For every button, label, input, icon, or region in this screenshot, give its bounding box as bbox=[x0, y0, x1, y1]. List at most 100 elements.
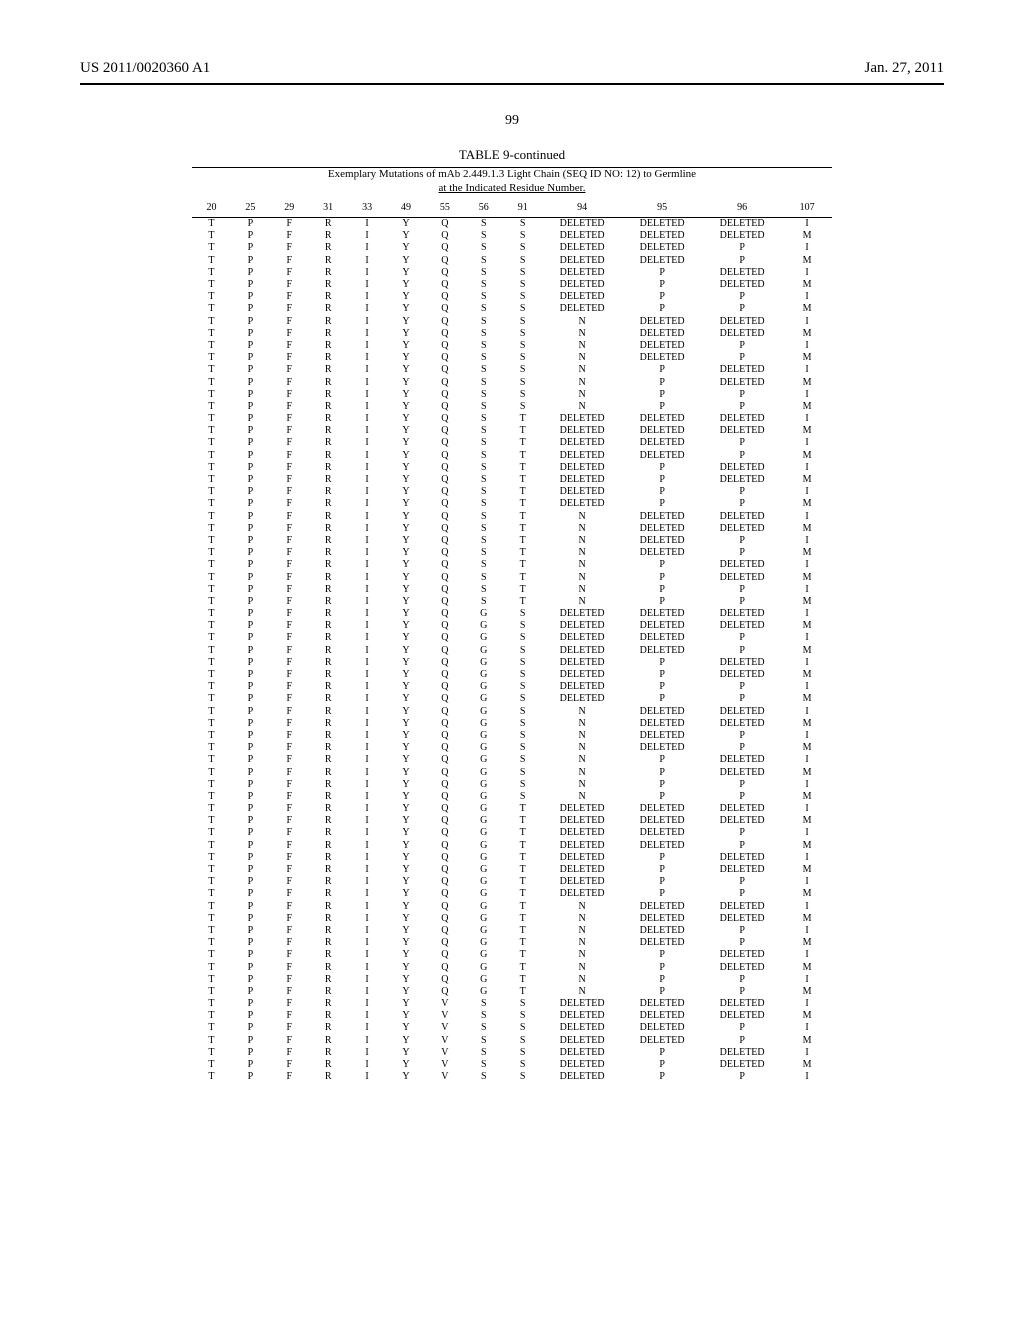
table-cell: F bbox=[270, 571, 309, 583]
table-cell: DELETED bbox=[622, 217, 702, 230]
table-cell: I bbox=[348, 754, 387, 766]
table-cell: N bbox=[542, 352, 622, 364]
table-cell: DELETED bbox=[622, 449, 702, 461]
table-cell: S bbox=[503, 400, 542, 412]
table-cell: I bbox=[348, 266, 387, 278]
table-cell: T bbox=[192, 547, 231, 559]
table-cell: I bbox=[348, 413, 387, 425]
table-cell: F bbox=[270, 437, 309, 449]
col-header: 29 bbox=[270, 198, 309, 218]
table-cell: DELETED bbox=[622, 1022, 702, 1034]
table-cell: P bbox=[231, 242, 270, 254]
table-cell: S bbox=[503, 303, 542, 315]
table-cell: DELETED bbox=[622, 522, 702, 534]
table-cell: M bbox=[782, 473, 832, 485]
table-cell: T bbox=[192, 912, 231, 924]
table-cell: I bbox=[348, 1034, 387, 1046]
table-cell: T bbox=[192, 595, 231, 607]
table-cell: T bbox=[503, 912, 542, 924]
table-cell: DELETED bbox=[622, 1034, 702, 1046]
table-cell: R bbox=[309, 839, 348, 851]
table-cell: Y bbox=[387, 863, 426, 875]
table-row: TPFRIYQSSNDELETEDPM bbox=[192, 352, 832, 364]
table-cell: T bbox=[192, 583, 231, 595]
table-cell: P bbox=[231, 900, 270, 912]
table-cell: R bbox=[309, 766, 348, 778]
col-header: 56 bbox=[464, 198, 503, 218]
table-row: TPFRIYQSSDELETEDPPM bbox=[192, 303, 832, 315]
table-cell: S bbox=[503, 729, 542, 741]
table-cell: Y bbox=[387, 1010, 426, 1022]
table-cell: G bbox=[464, 717, 503, 729]
table-cell: DELETED bbox=[542, 486, 622, 498]
table-cell: I bbox=[782, 339, 832, 351]
table-cell: I bbox=[348, 1058, 387, 1070]
table-cell: F bbox=[270, 327, 309, 339]
table-row: TPFRIYQGSDELETEDDELETEDDELETEDI bbox=[192, 608, 832, 620]
table-cell: DELETED bbox=[542, 863, 622, 875]
table-cell: T bbox=[192, 278, 231, 290]
table-row: TPFRIYQSTNPPI bbox=[192, 583, 832, 595]
table-cell: DELETED bbox=[542, 1071, 622, 1083]
table-cell: S bbox=[464, 400, 503, 412]
table-cell: DELETED bbox=[622, 608, 702, 620]
table-cell: I bbox=[348, 339, 387, 351]
table-cell: S bbox=[464, 230, 503, 242]
table-row: TPFRIYVSSDELETEDDELETEDPI bbox=[192, 1022, 832, 1034]
table-cell: I bbox=[348, 254, 387, 266]
table-cell: T bbox=[503, 547, 542, 559]
table-cell: DELETED bbox=[702, 754, 782, 766]
table-cell: P bbox=[622, 863, 702, 875]
table-row: TPFRIYQGSNDELETEDDELETEDM bbox=[192, 717, 832, 729]
doc-number: US 2011/0020360 A1 bbox=[80, 60, 210, 77]
data-table: Exemplary Mutations of mAb 2.449.1.3 Lig… bbox=[192, 167, 832, 1083]
table-cell: I bbox=[782, 681, 832, 693]
table-cell: N bbox=[542, 900, 622, 912]
header-rule bbox=[80, 83, 944, 85]
table-cell: P bbox=[622, 949, 702, 961]
table-cell: DELETED bbox=[542, 303, 622, 315]
table-cell: T bbox=[192, 644, 231, 656]
table-cell: F bbox=[270, 876, 309, 888]
table-cell: N bbox=[542, 973, 622, 985]
table-cell: M bbox=[782, 717, 832, 729]
table-cell: T bbox=[192, 486, 231, 498]
table-cell: S bbox=[464, 364, 503, 376]
table-cell: Q bbox=[425, 303, 464, 315]
table-row: TPFRIYVSSDELETEDDELETEDPM bbox=[192, 1034, 832, 1046]
table-cell: I bbox=[348, 876, 387, 888]
table-row: TPFRIYQSSDELETEDPDELETEDM bbox=[192, 278, 832, 290]
table-cell: Q bbox=[425, 522, 464, 534]
table-cell: G bbox=[464, 766, 503, 778]
table-row: TPFRIYQSSDELETEDDELETEDDELETEDI bbox=[192, 217, 832, 230]
table-cell: Y bbox=[387, 1071, 426, 1083]
table-cell: N bbox=[542, 754, 622, 766]
table-cell: DELETED bbox=[542, 461, 622, 473]
table-cell: I bbox=[782, 364, 832, 376]
table-cell: DELETED bbox=[622, 924, 702, 936]
table-cell: F bbox=[270, 400, 309, 412]
table-cell: Q bbox=[425, 583, 464, 595]
table-row: TPFRIYQGSNDELETEDPI bbox=[192, 729, 832, 741]
table-cell: T bbox=[192, 705, 231, 717]
table-cell: F bbox=[270, 376, 309, 388]
table-cell: Q bbox=[425, 681, 464, 693]
table-cell: T bbox=[503, 583, 542, 595]
table-cell: I bbox=[348, 693, 387, 705]
table-cell: N bbox=[542, 705, 622, 717]
table-cell: I bbox=[782, 851, 832, 863]
table-cell: T bbox=[192, 437, 231, 449]
table-cell: R bbox=[309, 1010, 348, 1022]
table-cell: F bbox=[270, 717, 309, 729]
table-row: TPFRIYQGTDELETEDPPI bbox=[192, 876, 832, 888]
table-cell: G bbox=[464, 754, 503, 766]
table-cell: Y bbox=[387, 510, 426, 522]
table-cell: P bbox=[702, 339, 782, 351]
table-cell: N bbox=[542, 327, 622, 339]
table-cell: T bbox=[192, 900, 231, 912]
table-cell: T bbox=[192, 400, 231, 412]
table-cell: P bbox=[231, 339, 270, 351]
table-cell: Q bbox=[425, 717, 464, 729]
table-cell: R bbox=[309, 693, 348, 705]
table-cell: DELETED bbox=[542, 998, 622, 1010]
